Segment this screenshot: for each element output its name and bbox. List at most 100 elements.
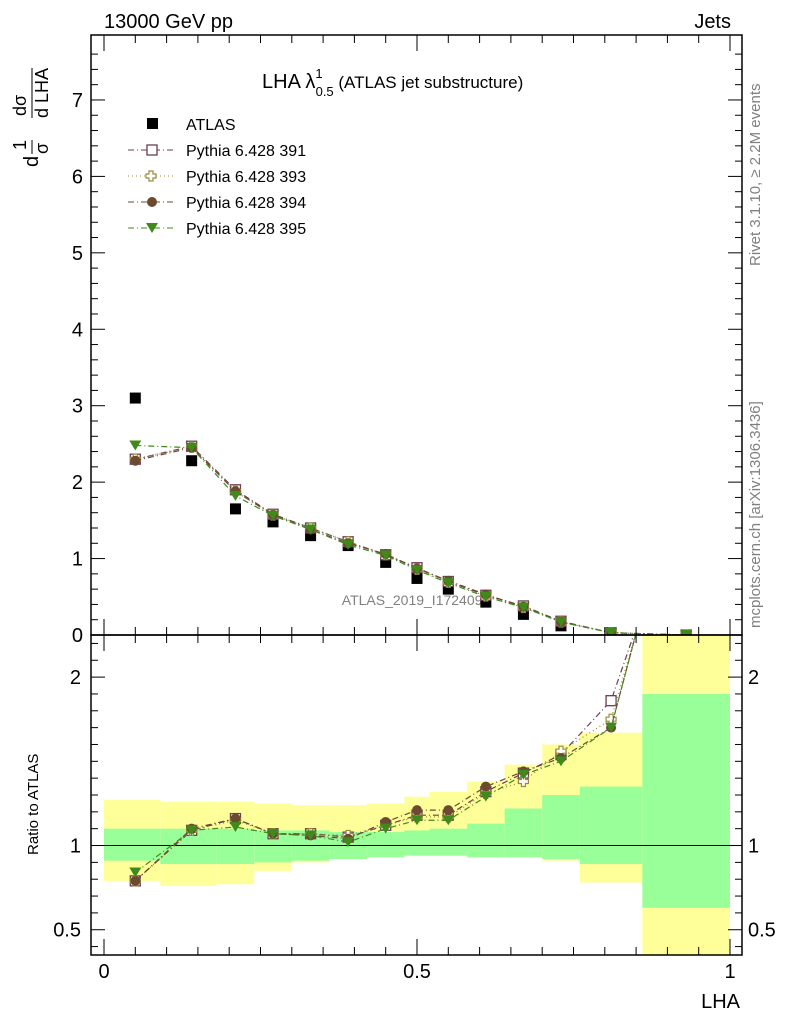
data-point-atlas-4 bbox=[305, 530, 317, 542]
axes: 0 1 2 3 4 5 6 7 0.5 0.5 1 1 2 2 0 0.5 1 bbox=[53, 34, 776, 983]
ratio-point-p395-3 bbox=[267, 828, 280, 839]
ratio-point-p391-12 bbox=[605, 695, 617, 707]
data-point-p395-3 bbox=[267, 510, 280, 521]
ratio-panel-series bbox=[91, 635, 742, 887]
legend-label-atlas: ATLAS bbox=[186, 117, 236, 134]
data-point-atlas-1 bbox=[186, 455, 198, 467]
band-inner-13 bbox=[642, 693, 730, 908]
ratio-point-p394-8 bbox=[443, 805, 454, 816]
mcplots-label: mcplots.cern.ch [arXiv:1306.3436] bbox=[747, 401, 764, 628]
data-point-atlas-0 bbox=[129, 392, 141, 404]
legend-label-394: Pythia 6.428 394 bbox=[186, 195, 306, 212]
data-point-p395-5 bbox=[342, 539, 355, 550]
data-point-atlas-2 bbox=[229, 503, 241, 515]
data-point-p395-11 bbox=[554, 617, 567, 628]
ratio-point-p394-7 bbox=[412, 805, 422, 816]
main-ytick-label: 5 bbox=[72, 243, 83, 265]
rivet-version-label: Rivet 3.1.10, ≥ 2.2M events bbox=[747, 84, 764, 267]
data-point-atlas-6 bbox=[380, 556, 392, 568]
data-point-p395-8 bbox=[442, 578, 455, 589]
ratio-line-p395 bbox=[134, 635, 637, 873]
data-point-p394-0 bbox=[130, 455, 141, 466]
data-point-p395-2 bbox=[229, 490, 242, 501]
legend: ATLAS Pythia 6.428 391 Pythia 6.428 393 … bbox=[128, 117, 306, 238]
data-point-atlas-3 bbox=[267, 516, 279, 528]
svg-text:1: 1 bbox=[10, 140, 30, 150]
data-point-p395-10 bbox=[517, 602, 530, 613]
ratio-point-p395-7 bbox=[411, 815, 423, 826]
data-point-p395-9 bbox=[479, 591, 492, 602]
ratio-point-p395-0 bbox=[129, 867, 142, 878]
header-right: Jets bbox=[694, 11, 731, 33]
data-point-atlas-9 bbox=[480, 596, 492, 608]
data-point-p395-7 bbox=[411, 565, 423, 576]
header-left: 13000 GeV pp bbox=[104, 11, 233, 33]
xtick-label: 0 bbox=[98, 961, 109, 983]
band-inner-6 bbox=[366, 832, 405, 858]
ratio-ytick-label: 0.5 bbox=[53, 920, 81, 942]
main-ytick-label: 7 bbox=[72, 90, 83, 112]
band-inner-10 bbox=[504, 808, 543, 858]
ratio-point-p394-9 bbox=[480, 781, 491, 792]
data-point-p395-13 bbox=[680, 630, 693, 635]
band-inner-7 bbox=[404, 830, 430, 856]
xaxis-title: LHA bbox=[701, 991, 741, 1013]
legend-label-393: Pythia 6.428 393 bbox=[186, 169, 306, 186]
main-ytick-label: 6 bbox=[72, 166, 83, 188]
data-point-p395-6 bbox=[379, 550, 392, 561]
ratio-point-p395-10 bbox=[517, 769, 530, 780]
legend-label-391: Pythia 6.428 391 bbox=[186, 143, 306, 160]
ratio-ylabel: Ratio to ATLAS bbox=[25, 754, 42, 855]
ratio-ytick-label-right: 0.5 bbox=[748, 920, 776, 942]
legend-entry-394: Pythia 6.428 394 bbox=[128, 195, 306, 212]
svg-text:d: d bbox=[21, 156, 43, 167]
ratio-point-p393-10 bbox=[517, 775, 530, 788]
main-ytick-label: 2 bbox=[72, 472, 83, 494]
xtick-label: 1 bbox=[724, 961, 735, 983]
data-point-p395-1 bbox=[185, 442, 198, 453]
legend-entry-391: Pythia 6.428 391 bbox=[128, 143, 306, 160]
band-inner-9 bbox=[467, 823, 505, 858]
xtick-label: 0.5 bbox=[403, 961, 431, 983]
svg-text:σ: σ bbox=[32, 143, 52, 154]
band-inner-12 bbox=[579, 786, 643, 865]
main-ylabel: 1 σ d dσ d LHA bbox=[10, 68, 52, 167]
ratio-point-p395-4 bbox=[304, 830, 317, 841]
data-point-atlas-8 bbox=[442, 583, 454, 595]
svg-text:LHA λ10.5 (ATLAS jet substruct: LHA λ1 0.5 (ATLAS jet substructure) bbox=[262, 66, 523, 99]
legend-entry-395: Pythia 6.428 395 bbox=[128, 221, 306, 238]
main-ytick-label: 4 bbox=[72, 319, 83, 341]
ratio-ytick-label-right: 1 bbox=[748, 836, 759, 858]
ratio-point-p394-2 bbox=[230, 813, 241, 824]
ratio-point-p394-0 bbox=[130, 875, 141, 886]
plot-title: LHA λ1 0.5 (ATLAS jet substructure) bbox=[262, 66, 523, 99]
ratio-point-p395-12 bbox=[605, 722, 618, 733]
svg-text:dσ: dσ bbox=[10, 95, 30, 116]
legend-label-395: Pythia 6.428 395 bbox=[186, 221, 306, 238]
main-ytick-label: 3 bbox=[72, 396, 83, 418]
data-point-p395-0 bbox=[129, 440, 142, 451]
ratio-point-p395-2 bbox=[229, 822, 242, 832]
ratio-point-p395-6 bbox=[379, 823, 392, 834]
svg-text:d LHA: d LHA bbox=[32, 68, 52, 118]
main-ytick-label: 1 bbox=[72, 549, 83, 571]
ratio-point-p395-11 bbox=[554, 756, 567, 767]
data-point-atlas-7 bbox=[411, 572, 423, 584]
ratio-point-p395-5 bbox=[342, 837, 355, 848]
ratio-point-p395-1 bbox=[185, 825, 198, 836]
ratio-ytick-label-right: 2 bbox=[748, 667, 759, 689]
main-ytick-label: 0 bbox=[72, 625, 83, 647]
ratio-ytick-label: 2 bbox=[70, 667, 81, 689]
legend-entry-atlas: ATLAS bbox=[147, 117, 236, 134]
analysis-watermark: ATLAS_2019_I1724098 bbox=[342, 592, 491, 608]
series-line-p395 bbox=[135, 444, 687, 635]
ratio-line-p394 bbox=[134, 635, 637, 882]
ratio-ytick-label: 1 bbox=[70, 836, 81, 858]
ratio-uncertainty-bands bbox=[104, 635, 730, 955]
band-inner-0 bbox=[104, 828, 161, 861]
band-inner-2 bbox=[216, 828, 255, 865]
legend-entry-393: Pythia 6.428 393 bbox=[128, 169, 306, 186]
band-inner-8 bbox=[429, 828, 468, 856]
data-point-atlas-10 bbox=[517, 608, 529, 620]
